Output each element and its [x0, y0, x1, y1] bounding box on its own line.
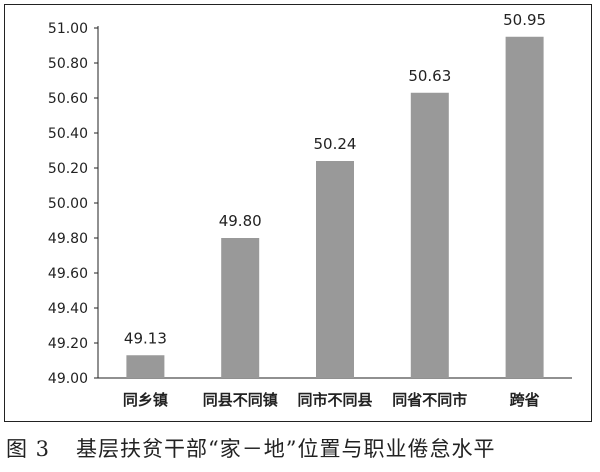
- y-tick-label: 50.20: [48, 161, 88, 177]
- figure-caption: 图 3 基层扶贫干部“家－地”位置与职业倦怠水平: [0, 428, 600, 468]
- x-tick-label: 同县不同镇: [203, 391, 278, 409]
- y-tick-label: 51.00: [48, 21, 88, 37]
- bar: [316, 161, 354, 378]
- figure-caption-text: 基层扶贫干部“家－地”位置与职业倦怠水平: [76, 437, 496, 461]
- y-tick-label: 50.00: [48, 196, 88, 212]
- bar: [410, 92, 449, 378]
- data-label: 50.95: [503, 11, 546, 29]
- y-tick-label: 49.60: [48, 266, 88, 282]
- x-tick-label: 同乡镇: [123, 391, 168, 409]
- data-label: 50.63: [408, 67, 451, 85]
- y-tick-label: 50.80: [48, 56, 88, 72]
- data-label: 49.80: [219, 212, 262, 230]
- bar-chart: 49.00 49.20 49.40 49.60 49.80 50.00 50.20 50.40…: [48, 11, 572, 409]
- bar: [505, 36, 544, 378]
- y-tick-label: 50.40: [48, 126, 88, 142]
- y-tick-label: 49.00: [48, 371, 88, 387]
- y-tick-label: 49.20: [48, 336, 88, 352]
- x-tick-label: 同市不同县: [297, 391, 372, 409]
- bar: [126, 355, 165, 378]
- x-tick-label: 跨省: [510, 391, 540, 409]
- data-label: 50.24: [314, 135, 357, 153]
- data-label: 49.13: [124, 329, 167, 347]
- x-tick-label: 同省不同市: [392, 391, 467, 409]
- y-tick-label: 50.60: [48, 91, 88, 107]
- bar: [221, 238, 260, 378]
- y-tick-label: 49.80: [48, 231, 88, 247]
- y-tick-label: 49.40: [48, 301, 88, 317]
- figure-number: 图 3: [6, 437, 51, 461]
- chart-frame: [4, 4, 592, 422]
